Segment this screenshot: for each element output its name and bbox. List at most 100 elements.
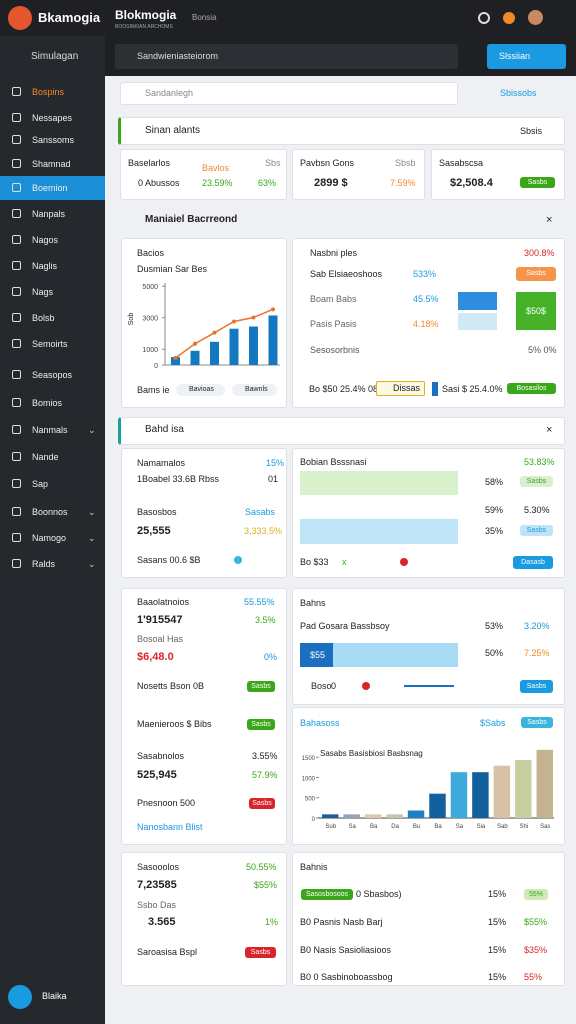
nav-item[interactable]: Naglis (32, 261, 58, 271)
label: Basosbos (137, 507, 177, 517)
link[interactable]: $Sabs (480, 718, 506, 728)
nav-item[interactable]: Semoirts (32, 339, 68, 349)
value: 15% (488, 945, 507, 955)
slider[interactable] (404, 685, 454, 687)
card-subtitle: Dusmian Sar Bes (137, 264, 208, 274)
nav-item[interactable]: Nags (32, 287, 54, 297)
label: B0 Nasis Sasioliasioos (300, 945, 392, 955)
section-title: Maniaiel Bacrreond (145, 214, 238, 225)
icon[interactable] (503, 12, 515, 24)
link[interactable]: Sbissobs (500, 88, 537, 98)
value: 3.55% (252, 751, 278, 761)
nav-item[interactable]: Sanssoms (32, 135, 75, 145)
value: 35% (485, 526, 504, 536)
bar (229, 328, 239, 365)
button[interactable]: Sasbs (521, 717, 553, 728)
label: Bosoal Has (137, 634, 184, 644)
legend-item[interactable]: Bavioas (176, 384, 225, 396)
stat-label: Sasabscsa (439, 158, 484, 168)
button[interactable]: Dasasb (513, 556, 553, 569)
nav-icon (12, 113, 21, 122)
label: Pad Gosara Bassbsoy (300, 621, 390, 631)
search-input[interactable]: Sandwieniasteiorom (115, 44, 458, 69)
label: Sasabnolos (137, 751, 185, 761)
button[interactable]: Bosasilos (507, 383, 556, 394)
x-tick-label: Ba (370, 824, 378, 830)
value: $55% (524, 917, 548, 927)
value: 50.55% (246, 862, 277, 872)
value: 15% (266, 458, 285, 468)
nav-icon (12, 135, 21, 144)
icon[interactable] (478, 12, 490, 24)
nav-item[interactable]: Nanpals (32, 209, 66, 219)
footer-text: Sasi $ 25.4.0% (442, 384, 503, 394)
sidebar-search[interactable]: Simulagan (31, 51, 79, 62)
badge: Sasosbosoos (301, 889, 353, 900)
close[interactable]: × (546, 424, 553, 436)
user-name: Blaika (42, 991, 67, 1001)
row-label: Boam Babs (310, 294, 357, 304)
label: B0 0 Sasbinoboassbog (300, 972, 393, 982)
footer-text: Bo $33 (300, 557, 329, 567)
nav-item[interactable]: Namogo (32, 533, 67, 543)
search-input[interactable]: Sandanlegh (120, 82, 458, 105)
action-button[interactable]: Slssiian (487, 44, 566, 69)
value: 57.9% (252, 770, 278, 780)
nav-item[interactable]: Bolsb (32, 313, 55, 323)
value: 55% (524, 972, 543, 982)
value: 25,555 (137, 525, 171, 537)
x-tick-label: Sa (349, 824, 357, 830)
value: 53% (485, 621, 504, 631)
nav-item[interactable]: Boonnos (32, 507, 68, 517)
nav-item[interactable]: Nande (32, 452, 59, 462)
button[interactable]: Sasbs (516, 267, 556, 281)
nav-item[interactable]: Bomios (32, 398, 63, 408)
stat-label: Baselarlos (128, 158, 171, 168)
card-title: Bobian Bsssnasi (300, 457, 367, 467)
nav-item[interactable]: Seasopos (32, 370, 73, 380)
nav-item[interactable]: Boemion (32, 183, 68, 193)
value: 3.565 (148, 916, 176, 928)
close[interactable]: × (546, 214, 553, 226)
badge: Sasbs (520, 476, 553, 487)
bar (190, 350, 200, 365)
point (271, 307, 275, 312)
logo: Bkamogia (38, 10, 101, 25)
bar-box (458, 292, 497, 310)
nav-item[interactable]: Sap (32, 479, 49, 489)
button[interactable]: Sasbs (520, 680, 553, 693)
legend-item[interactable]: Bawnls (232, 384, 277, 396)
badge: Sasbs (247, 681, 275, 692)
row-label: Sesosorbnis (310, 345, 360, 355)
dot (400, 558, 408, 566)
panel-action[interactable]: Sbsis (520, 126, 543, 136)
badge: Sasbs (249, 798, 275, 809)
nav-item[interactable]: Ralds (32, 559, 56, 569)
value: 15% (488, 917, 507, 927)
nav-item[interactable]: Nanmals (32, 425, 68, 435)
label: Ssbo Das (137, 900, 177, 910)
y-tick-label: 1000 (302, 776, 316, 782)
stat-value: 2899 $ (314, 177, 348, 189)
x-tick-label: Bu (413, 824, 420, 830)
point (212, 330, 217, 335)
pill[interactable]: Dissas (376, 381, 425, 396)
footer-mark: x (342, 557, 347, 567)
nav-item[interactable]: Nessapes (32, 113, 73, 123)
link[interactable]: Nanosbann Blist (137, 822, 203, 832)
nav-icon (12, 370, 21, 379)
nav-icon (12, 183, 21, 192)
bar (386, 814, 403, 818)
nav-item[interactable]: Nagos (32, 235, 59, 245)
nav-icon (12, 507, 21, 516)
row-value: 5% 0% (528, 345, 557, 355)
row-value: 4.18% (413, 319, 439, 329)
avatar[interactable] (528, 10, 543, 25)
nav-item[interactable]: Shamnad (32, 159, 71, 169)
dot (234, 556, 242, 564)
badge: Sasbs (245, 947, 276, 958)
x-tick-label: Sub (325, 824, 336, 830)
bar (171, 357, 180, 365)
nav-item[interactable]: Bospins (32, 87, 65, 97)
chart-title: Sasabs Basisbiosi Basbsnag (320, 749, 423, 758)
